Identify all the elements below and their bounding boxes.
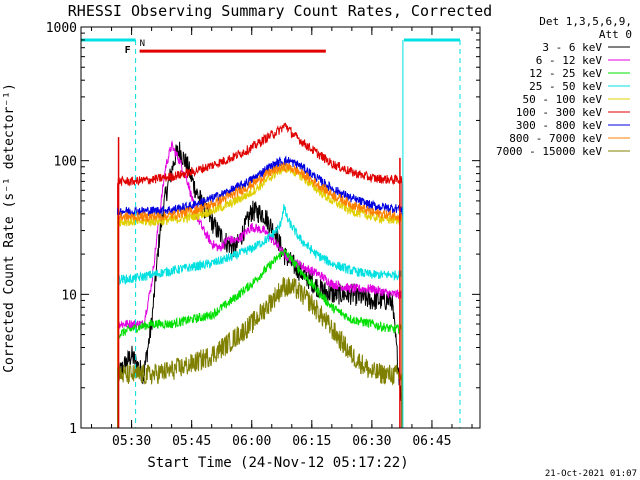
series-line [117,164,403,428]
legend-label: 12 - 25 keV [529,67,602,80]
series-line [117,204,403,428]
legend-label: 800 - 7000 keV [509,132,602,145]
series-line [117,140,403,428]
series-line [117,122,403,428]
legend-label: 50 - 100 keV [523,93,603,106]
x-tick-label: 06:45 [412,434,451,449]
legend-label: 100 - 300 keV [516,106,602,119]
x-tick-label: 05:30 [112,434,151,449]
legend-label: 300 - 800 keV [516,119,602,132]
y-tick-label: 100 [54,155,77,170]
plot-frame [80,26,481,429]
legend-header: Det 1,3,5,6,9,Att 0 [539,15,632,41]
y-axis-label: Corrected Count Rate (s⁻¹ detector⁻¹) [2,83,17,373]
series-line [117,161,403,428]
x-tick-label: 05:45 [172,434,211,449]
series-line [117,248,403,428]
chart-title: RHESSI Observing Summary Count Rates, Co… [68,2,492,20]
x-tick-label: 06:15 [292,434,331,449]
night-marker-label: N [140,39,145,49]
legend-label: 3 - 6 keV [542,41,602,54]
y-tick-label: 1000 [46,21,77,36]
series-layer [117,122,403,428]
reference-layer: FN [81,38,461,428]
y-tick-label: 10 [61,288,77,303]
axis-layer: 05:30 05:45 06:00 06:15 06:30 06:45 1 10 100 1000 [46,21,480,449]
legend-label: 7000 - 15000 keV [496,145,602,158]
legend-label: 25 - 50 keV [529,80,602,93]
legend-label: 6 - 12 keV [536,54,603,67]
legend-header-line: Det 1,3,5,6,9, [539,15,632,28]
x-tick-label: 06:30 [352,434,391,449]
y-tick-label: 1 [69,422,77,437]
x-axis-label: Start Time (24-Nov-12 05:17:22) [147,455,408,471]
series-line [117,277,403,428]
timestamp-label: 21-Oct-2021 01:07 [545,469,637,479]
flare-marker-label: F [125,45,131,56]
x-tick-label: 06:00 [232,434,271,449]
legend-header-line: Att 0 [599,28,632,41]
